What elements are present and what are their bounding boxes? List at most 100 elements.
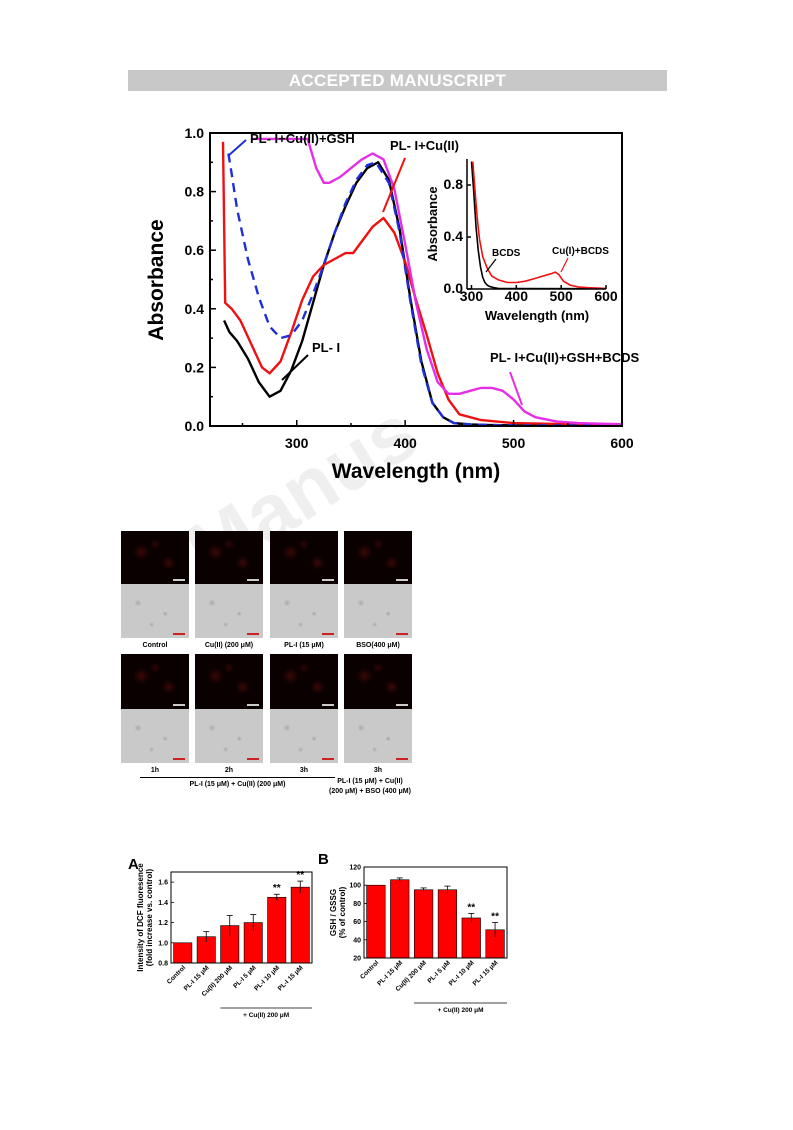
uv-ytick-label: 0.0 [185,418,205,434]
uv-series-3 [252,137,623,426]
scale-bar [396,579,408,581]
group-bracket-line [140,777,335,778]
group-label-left: PL-I (15 μM) + Cu(II) (200 μM) [189,781,286,788]
annotation-pl-cu: PL- I+Cu(II) [390,138,459,153]
fluorescence-image [121,654,189,709]
uv-ytick-label: 0.4 [185,301,205,317]
scale-bar [173,633,185,635]
scale-bar [173,579,185,581]
inset-annotation-pointer [560,257,569,273]
bar [461,917,481,959]
accepted-manuscript-banner: ACCEPTED MANUSCRIPT [128,70,667,91]
uv-axes [209,132,623,427]
annotation-pl-cu-gsh-bcds: PL- I+Cu(II)+GSH+BCDS [490,350,639,365]
uv-xtick-label: 400 [393,435,417,451]
uv-ytick-label: 0.6 [185,242,205,258]
scale-bar [322,704,334,706]
brightfield-image [195,584,263,638]
brightfield-image [344,584,412,638]
uv-xtick-label: 500 [502,435,526,451]
ytick-label: 1.0 [158,940,168,947]
bar [290,886,310,964]
inset-xlabel: Wavelength (nm) [485,308,589,323]
ytick-label: 1.6 [158,880,168,887]
uv-series-1 [221,141,623,426]
ytick-label: 20 [353,956,361,963]
fluorescence-image [270,531,338,584]
fluorescence-image [344,531,412,584]
micro-caption-top: PL-I (15 μM) [284,642,324,649]
ylabel-line1: Intensity of DCF fluoresence [136,863,145,972]
ylabel-line1: GSH / GSSG [329,889,338,936]
uv-series-0 [223,161,622,427]
brightfield-image [270,709,338,763]
brightfield-image [195,709,263,763]
scale-bar [322,579,334,581]
micro-caption-bottom: 3h [299,767,309,774]
annotation-pointer [509,371,523,406]
scale-bar [247,704,259,706]
uv-ytick-label: 0.2 [185,359,205,375]
bar [413,889,434,959]
micro-caption-bottom: 1h [150,767,160,774]
inset-xtick-label: 400 [505,288,529,304]
inset-ytick-label: 0.4 [444,228,464,244]
uv-xtick-label: 600 [610,435,634,451]
inset-annotation-pointer [485,258,497,273]
group-label-right-2: (200 μM) + BSO (400 μM) [329,788,411,795]
inset-annotation-cu-bcds: Cu(I)+BCDS [552,246,609,257]
uv-text-group: 0.0 0.2 0.4 0.6 0.8 1.0 300 400 500 600 Wavelength… [145,125,639,483]
category-label: PL-I 15 μM [277,964,305,992]
inset-ytick-label: 0.0 [444,280,464,296]
brightfield-image [121,709,189,763]
annotation-pl-cu-gsh: PL- I+Cu(II)+GSH [250,131,355,146]
uv-vis-chart: 0.0 0.2 0.4 0.6 0.8 1.0 300 400 500 600 Wavelength… [145,125,639,483]
plot-frame [363,866,508,959]
ytick-label: 0.8 [158,961,168,968]
panel-letter: B [318,851,329,868]
bar [390,879,410,959]
bar [267,896,287,964]
uv-series-group [221,137,623,427]
brightfield-image [270,584,338,638]
category-label: Control [166,964,187,985]
group-label: + Cu(II) 200 μM [243,1012,289,1019]
uv-ytick-label: 1.0 [185,125,205,141]
scale-bar [247,579,259,581]
bar [437,889,458,959]
ytick-label: 1.4 [158,900,168,907]
significance-mark: ** [467,902,475,913]
micro-caption-top: Cu(II) (200 μM) [204,642,254,649]
annotation-pointer [382,157,406,213]
scale-bar [322,758,334,760]
fluorescence-image [270,654,338,709]
significance-mark: ** [491,912,499,923]
inset-xtick-label: 500 [549,288,573,304]
category-label: PL-I 15 μM [472,959,500,987]
bar [366,884,386,959]
inset-series-1 [472,161,607,290]
micro-caption-top: BSO(400 μM) [356,642,400,649]
category-label: Control [359,959,380,980]
scale-bar [396,704,408,706]
ylabel-line2: (% of control) [338,886,347,938]
ytick-label: 40 [353,937,361,944]
significance-mark: ** [273,883,281,894]
group-label-right-1: PL-I (15 μM) + Cu(II) [337,778,403,785]
scale-bar [322,633,334,635]
inset-background [463,153,610,291]
scale-bar [173,758,185,760]
group-label: + Cu(II) 200 μM [437,1007,483,1014]
uv-xtick-label: 300 [285,435,309,451]
inset-xtick-label: 600 [594,288,618,304]
uv-series-2 [227,153,622,427]
panel-letter: A [128,856,139,873]
fluorescence-image [344,654,412,709]
micro-caption-bottom: 2h [224,767,234,774]
banner-text: ACCEPTED MANUSCRIPT [288,71,507,90]
annotation-pointer [281,354,309,381]
uv-xlabel: Wavelength (nm) [332,460,500,483]
annotation-pointer [227,139,247,157]
micro-caption-top: Control [142,642,168,649]
